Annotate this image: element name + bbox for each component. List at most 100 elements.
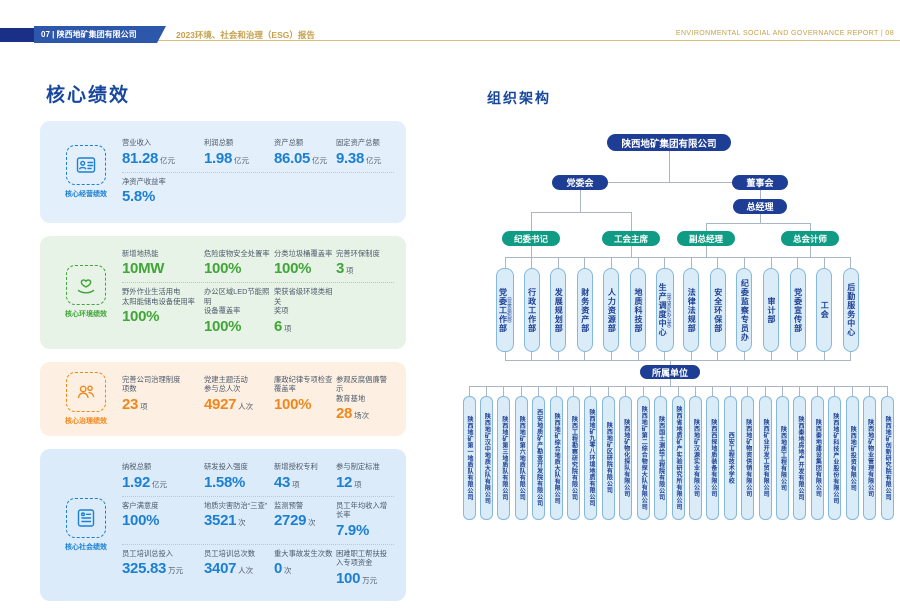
org-connector — [504, 257, 506, 268]
org-connector — [764, 386, 766, 396]
org-connector — [610, 352, 612, 360]
org-subsidiary-24-label: 陕西地矿物业管理有限公司 — [866, 419, 873, 497]
card-governance-side: 核心治理绩效 — [50, 371, 122, 427]
org-dept-10: 纪委监察专员办 — [736, 268, 753, 352]
metric-label: 监测预警 — [274, 500, 304, 510]
org-connector — [823, 257, 825, 268]
metric-label: 净资产收益率 — [122, 176, 166, 186]
metric: 困难职工帮扶投入专项资金 100 万元 — [336, 549, 394, 588]
metric-label: 地质灾害防治“三查” — [204, 500, 268, 510]
org-connector — [520, 386, 522, 396]
org-subsidiary-13: 陕西省地质矿产实验研究所有限公司 — [671, 396, 685, 520]
metric-valueline: 10MW — [122, 260, 204, 278]
metric-valueline: 86.05 亿元 — [274, 150, 336, 168]
metric-value: 23 — [122, 395, 139, 413]
org-dept-4-label: 财务资产部 — [580, 287, 590, 333]
metric: 净资产收益率 5.8% — [122, 177, 204, 206]
org-subsidiary-12-label: 陕西国土测绘工程院有限公司 — [657, 415, 664, 501]
org-dept-11: 审计部 — [763, 268, 779, 352]
org-connector — [630, 246, 632, 257]
org-connector — [584, 352, 586, 360]
org-subsidiary-16-label: 西安工程技术学校 — [727, 432, 734, 484]
card-operating-metrics: 营业收入 81.28 亿元 利润总额 1.98 亿元 资产总额 86.05 亿元 固定资产总额 9.… — [122, 130, 394, 214]
metric: 参观反腐倡廉警示 教育基地 28 场次 — [336, 375, 394, 423]
metric-unit: 次 — [284, 566, 292, 576]
metric-label: 廉政纪律专项检查 覆盖率 — [274, 374, 333, 394]
org-subsidiary-12: 陕西国土测绘工程院有限公司 — [654, 396, 668, 520]
metric-value: 86.05 — [274, 149, 311, 167]
metric-label: 办公区域LED节能照明 设备覆盖率 — [204, 287, 270, 316]
org-dept-3: 发展规划部 — [550, 268, 567, 352]
metric: 研发投入强度 1.58% — [204, 462, 274, 491]
metric-unit: 亿元 — [234, 155, 249, 165]
org-dept-9: 安全环保部 — [709, 268, 726, 352]
card-environment-metrics: 新增地热能 10MW 危险废物安全处置率 100% 分类垃圾桶覆盖率 100% 完善环保制度… — [122, 245, 394, 340]
metric-label: 分类垃圾桶覆盖率 — [274, 249, 333, 258]
org-subsidiary-1-label: 陕西地矿第一地质队有限公司 — [466, 415, 472, 501]
metric: 办公区域LED节能照明 设备覆盖率 100% — [204, 287, 274, 335]
org-connector — [557, 257, 559, 268]
metric-row: 新增地热能 10MW 危险废物安全处置率 100% 分类垃圾桶覆盖率 100% 完善环保制度… — [122, 245, 394, 282]
org-dept-14: 后勤服务中心 — [842, 268, 859, 352]
metric: 员工培训总投入 325.83 万元 — [122, 549, 204, 578]
org-subsidiary-16: 西安工程技术学校 — [723, 396, 737, 520]
org-subsidiary-6-label: 陕西地矿综合地质大队有限公司 — [553, 412, 560, 504]
org-chart: 陕西地矿集团有限公司 党委会 董事会 总经理 纪委书记 工会主席 副总经理 总会计师 党委工作部… — [460, 120, 896, 550]
org-subsidiary-24: 陕西地矿物业管理有限公司 — [863, 396, 877, 520]
metric-value: 3521 — [204, 512, 237, 530]
org-connector — [759, 190, 761, 199]
metric-valueline: 325.83 万元 — [122, 560, 204, 578]
org-connector — [690, 352, 692, 360]
metric-unit: 场次 — [354, 411, 370, 421]
metric: 荣获省级环境类相关 奖项 6 项 — [274, 287, 336, 335]
org-dept-12: 党委宣传部 — [789, 268, 806, 352]
org-connector — [530, 246, 532, 257]
org-subsidiary-14-label: 陕西地矿汉源实业有限公司 — [692, 419, 699, 497]
org-connector — [850, 352, 852, 360]
org-dept-7: 生产调度中心 （突击总队办公室） — [655, 268, 674, 352]
metric-label: 完善公司治理制度 项数 — [122, 374, 181, 394]
card-social-side: 核心社会绩效 — [50, 458, 122, 591]
org-connector — [531, 352, 533, 360]
org-connector — [712, 386, 714, 396]
org-connector — [669, 360, 671, 365]
org-subsidiary-10-label: 陕西地矿物化探队有限公司 — [622, 419, 629, 497]
metric-value: 100% — [204, 260, 242, 278]
org-connector — [579, 190, 581, 212]
org-connector — [637, 352, 639, 360]
org-subsidiary-23: 陕西地矿投资有限公司 — [845, 396, 859, 520]
metric-valueline: 4927 人次 — [204, 396, 274, 414]
org-connector — [717, 257, 719, 268]
card-environment-performance: 核心环境绩效 新增地热能 10MW 危险废物安全处置率 100% 分类垃圾桶覆盖率 100%… — [40, 236, 406, 349]
org-subsidiary-25: 陕西地矿创新研究院有限公司 — [880, 396, 894, 520]
metric-value: 100% — [204, 317, 242, 335]
metric-unit: 次 — [238, 518, 246, 528]
org-connector — [747, 386, 749, 396]
org-connector — [706, 222, 810, 224]
org-connector — [809, 246, 811, 257]
org-subsidiary-18-label: 陕西矿业开发工贸有限公司 — [762, 419, 769, 497]
hand-heart-icon — [66, 265, 106, 306]
org-subsidiary-23-label: 陕西地矿投资有限公司 — [849, 425, 856, 491]
org-node-board: 董事会 — [732, 175, 788, 190]
metric-value: 7.9% — [336, 521, 369, 539]
card-governance-label: 核心治理绩效 — [65, 418, 107, 426]
metric-unit: 项 — [284, 323, 292, 333]
metric-valueline: 100% — [122, 512, 204, 530]
header-page-banner: 07 | 陕西地矿集团有限公司 — [34, 26, 166, 43]
header-rule — [0, 40, 900, 41]
metric-unit: 次 — [308, 518, 316, 528]
metric-value: 12 — [336, 473, 353, 491]
metric-label: 新增授权专利 — [274, 462, 318, 472]
org-dept-2: 行政工作部 — [523, 268, 540, 352]
metric: 客户满意度 100% — [122, 501, 204, 530]
org-subsidiary-10: 陕西地矿物化探队有限公司 — [619, 396, 633, 520]
metric-value: 0 — [274, 560, 283, 578]
org-subsidiary-2: 陕西地矿汉中地质大队有限公司 — [479, 396, 493, 520]
metric-label: 客户满意度 — [122, 500, 159, 510]
metric-valueline: 100 万元 — [336, 570, 394, 588]
metric-valueline: 1.92 亿元 — [122, 474, 204, 492]
